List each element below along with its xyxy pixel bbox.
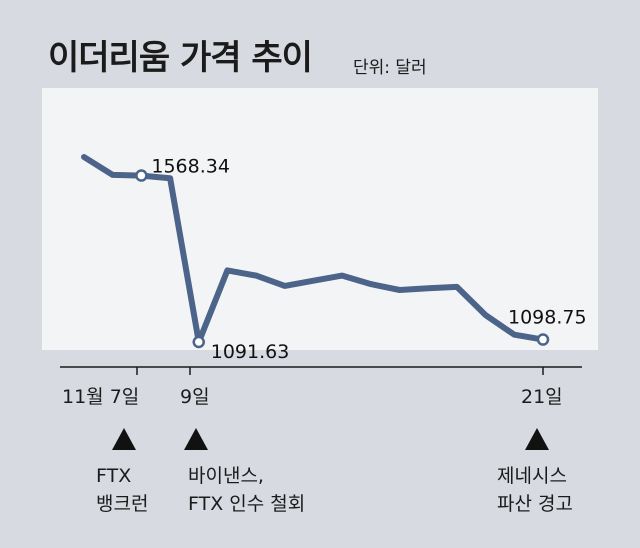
data-point-marker [192, 335, 205, 349]
x-tick-label: 21일 [521, 386, 563, 408]
price-series-line [81, 154, 546, 345]
event-label-ftx: FTX 뱅크런 [96, 465, 149, 515]
data-label: 1091.63 [211, 341, 290, 363]
data-point-marker [536, 333, 550, 346]
event-label-genesis: 제네시스 파산 경고 [497, 465, 573, 515]
x-tick-label: 11월 7일 [62, 386, 140, 408]
data-point-marker [135, 169, 148, 182]
event-marker-triangle [184, 428, 208, 450]
x-tick-label: 9일 [180, 386, 210, 408]
chart-title: 이더리움 가격 추이 [48, 38, 313, 78]
event-label-binance: 바이낸스, FTX 인수 철회 [188, 465, 306, 515]
data-label: 1098.75 [508, 307, 587, 329]
unit-label: 단위: 달러 [353, 58, 427, 78]
data-label: 1568.34 [151, 156, 230, 178]
plot-area [42, 88, 598, 350]
event-marker-triangle [525, 428, 549, 450]
event-marker-triangle [112, 428, 136, 450]
